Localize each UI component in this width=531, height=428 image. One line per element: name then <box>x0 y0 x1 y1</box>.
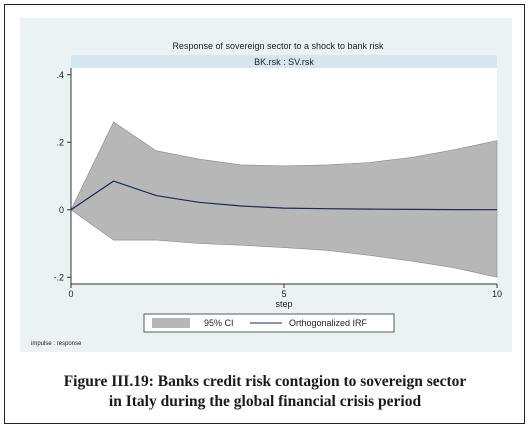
legend-label-irf: Orthogonalized IRF <box>289 318 368 328</box>
x-axis-label: step <box>275 299 292 309</box>
irf-line <box>70 180 498 211</box>
ci-band <box>70 121 498 278</box>
x-tick-label: 5 <box>281 289 286 299</box>
impulse-response-note: impulse : response <box>31 341 82 347</box>
legend: 95% CI Orthogonalized IRF <box>143 313 395 333</box>
legend-swatch-ci <box>152 318 190 328</box>
x-tick-label: 10 <box>492 289 502 299</box>
caption-line-1: Figure III.19: Banks credit risk contagi… <box>63 373 467 390</box>
chart-title: Response of sovereign sector to a shock … <box>172 41 384 51</box>
figure-caption: Figure III.19: Banks credit risk contagi… <box>14 372 516 412</box>
y-tick-label: .2 <box>56 137 64 147</box>
y-tick-label: .4 <box>56 70 64 80</box>
caption-line-2: in Italy during the global financial cri… <box>108 393 422 410</box>
panel-label: BK.rsk : SV.rsk <box>254 57 314 67</box>
legend-label-ci: 95% CI <box>204 318 234 328</box>
y-tick-label: -.2 <box>53 272 64 282</box>
x-tick-label: 0 <box>68 289 73 299</box>
panel-header <box>71 55 497 68</box>
y-tick-label: 0 <box>59 205 64 215</box>
